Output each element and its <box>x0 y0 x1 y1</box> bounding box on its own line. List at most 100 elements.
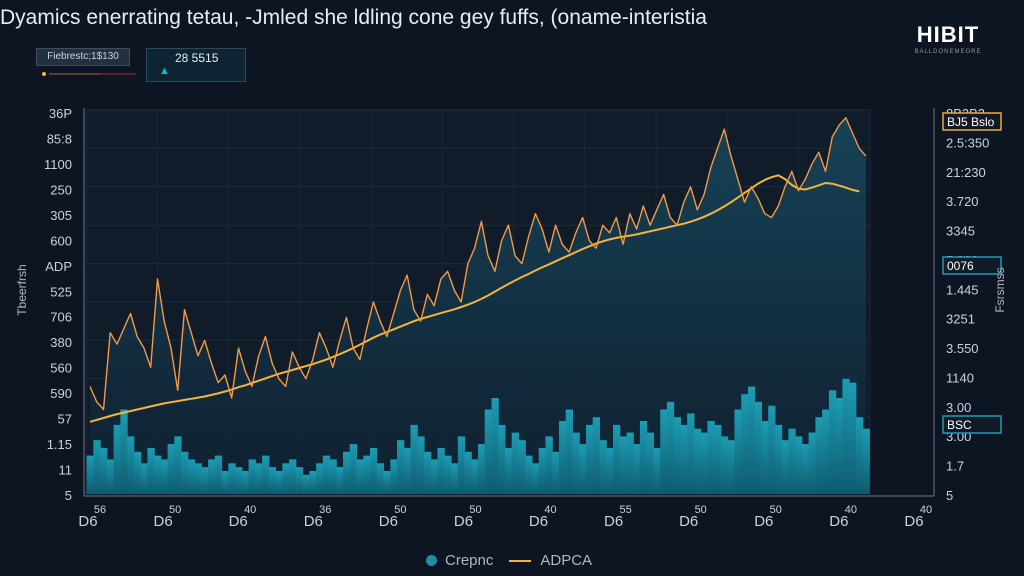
legend-item-volume: Crepnc <box>445 552 494 569</box>
volume-bar <box>666 401 675 494</box>
volume-bar <box>808 432 816 494</box>
volume-bar <box>565 409 573 494</box>
volume-bar <box>842 378 850 494</box>
volume-bar <box>572 432 580 494</box>
volume-bar <box>639 421 648 494</box>
y-tick-label-right: 1140 <box>946 371 974 386</box>
volume-bar <box>613 424 621 494</box>
volume-bar <box>403 447 412 494</box>
volume-bar <box>410 424 418 494</box>
volume-bar <box>835 398 843 494</box>
x-tick-sublabel: 50 <box>695 504 707 516</box>
volume-bar <box>471 459 479 494</box>
legend-line-swatch <box>509 559 532 562</box>
caret-up-icon: ▲ <box>159 65 170 77</box>
volume-bar <box>370 447 378 494</box>
series-line-adpca <box>89 174 860 423</box>
y-tick-label-right: 3251 <box>946 312 975 327</box>
volume-bar <box>214 455 223 494</box>
volume-bar <box>511 432 519 494</box>
volume-bar <box>518 440 526 494</box>
value-box: 28 5515 ▲ <box>146 48 246 82</box>
x-tick-sublabel: 50 <box>770 504 782 516</box>
y-tick-label-left: 1.15 <box>47 437 72 452</box>
volume-bar <box>140 463 148 494</box>
x-tick-sublabel: 40 <box>920 504 932 516</box>
volume-bar <box>167 444 175 494</box>
volume-bar <box>376 463 385 494</box>
volume-bar <box>417 436 425 494</box>
volume-bar <box>336 467 344 494</box>
y-tick-label-left: 560 <box>50 361 72 376</box>
volume-bar <box>160 459 169 494</box>
x-tick-sublabel: 40 <box>244 504 256 516</box>
chart-title: Dyamics enerrating tetau, -Jmled she ldl… <box>0 6 707 29</box>
volume-bar <box>302 474 310 494</box>
volume-bar <box>822 409 830 494</box>
y-tick-label-right: 5 <box>946 488 953 503</box>
y-tick-label-left: 590 <box>50 386 72 401</box>
volume-bar <box>849 382 857 494</box>
volume-bar <box>444 455 452 494</box>
volume-bar <box>127 436 135 494</box>
volume-bar <box>815 417 823 494</box>
y-tick-label-right: 3.720 <box>946 194 979 209</box>
volume-bar <box>592 417 600 494</box>
x-tick-label: D6 <box>904 513 923 530</box>
info-box: Fiebrestc;1$130 <box>36 48 130 66</box>
volume-bar <box>106 459 115 494</box>
y-tick-label-right: 3.550 <box>946 341 979 356</box>
volume-bar <box>673 417 681 494</box>
chart-legend: Crepnc ADPCA <box>426 552 592 569</box>
volume-bar <box>147 447 155 494</box>
y-tick-label-right: 3.00 <box>946 400 971 415</box>
volume-bar <box>464 451 472 494</box>
volume-bar <box>774 424 783 494</box>
y-tick-label-left: 85:8 <box>47 132 72 147</box>
volume-bar <box>855 417 864 494</box>
volume-bar <box>761 421 769 494</box>
volume-bar <box>828 390 837 494</box>
legend-volume-swatch <box>426 555 437 566</box>
y-tick-label-left: 706 <box>50 310 72 325</box>
volume-bar <box>100 447 108 494</box>
volume-bar <box>174 436 182 494</box>
volume-bar <box>309 471 317 494</box>
volume-bar <box>120 409 128 494</box>
volume-bar <box>430 459 439 494</box>
right-badge <box>942 112 1002 131</box>
volume-bar <box>633 444 641 494</box>
volume-bar <box>781 440 789 494</box>
y-tick-label-left: 525 <box>50 284 72 299</box>
x-tick-label: D6 <box>78 513 97 530</box>
volume-bar <box>194 463 202 494</box>
volume-bar <box>343 451 351 494</box>
volume-bar <box>579 444 587 494</box>
y-tick-label-left: 250 <box>50 182 72 197</box>
x-tick-label: D6 <box>304 513 323 530</box>
volume-bar <box>201 467 209 494</box>
y-tick-label-right: 3345 <box>946 224 975 239</box>
mini-legend <box>42 72 136 76</box>
volume-bar <box>552 451 560 494</box>
right-badge <box>942 256 1002 275</box>
x-tick-sublabel: 40 <box>845 504 857 516</box>
volume-bar <box>538 447 546 494</box>
x-tick-sublabel: 56 <box>94 504 106 516</box>
y-tick-label-left: 11 <box>59 463 73 478</box>
volume-bar <box>282 463 290 494</box>
y-tick-label-left: 57 <box>58 412 72 427</box>
x-tick-sublabel: 50 <box>469 504 481 516</box>
x-tick-sublabel: 40 <box>544 504 556 516</box>
x-tick-sublabel: 55 <box>619 504 631 516</box>
volume-bar <box>262 455 270 494</box>
y-axis-title-left: Tbeerfrsh <box>15 264 29 315</box>
legend-item-line: ADPCA <box>540 552 593 569</box>
volume-bar <box>505 447 513 494</box>
volume-bar <box>559 421 567 494</box>
volume-bar <box>680 424 688 494</box>
x-tick-label: D6 <box>229 513 248 530</box>
volume-bar <box>532 463 540 494</box>
volume-bar <box>248 459 256 494</box>
volume-bar <box>241 471 250 494</box>
